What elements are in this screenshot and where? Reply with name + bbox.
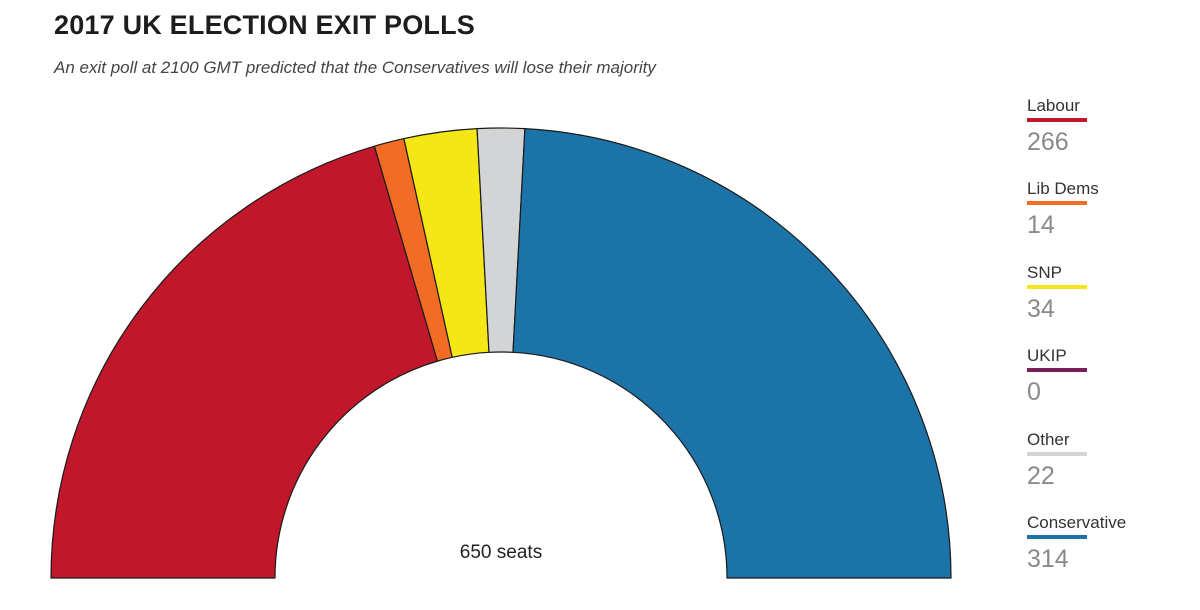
legend-label: SNP: [1027, 262, 1062, 282]
parliament-half-donut-chart: 650 seats: [50, 127, 952, 579]
legend-swatch: [1027, 118, 1087, 122]
legend-label: Labour: [1027, 96, 1080, 115]
legend-item-other: Other 22: [1027, 430, 1187, 513]
legend-swatch: [1027, 284, 1087, 289]
legend-item-lib-dems: Lib Dems 14: [1027, 179, 1187, 262]
legend-label: UKIP: [1027, 346, 1067, 366]
legend-swatch: [1027, 201, 1087, 206]
legend: Labour 266 Lib Dems 14 SNP 34 UKIP 0 Other 22 Cons…: [1027, 96, 1187, 596]
legend-label: Lib Dems: [1027, 179, 1099, 199]
center-label: 650 seats: [460, 542, 542, 563]
legend-value: 0: [1027, 378, 1041, 407]
legend-value: 314: [1027, 544, 1069, 573]
chart-slices: [50, 127, 952, 579]
legend-value: 34: [1027, 294, 1055, 323]
legend-value: 14: [1027, 211, 1055, 240]
legend-item-snp: SNP 34: [1027, 263, 1187, 346]
legend-swatch: [1027, 451, 1087, 456]
legend-item-ukip: UKIP 0: [1027, 346, 1187, 429]
legend-swatch: [1027, 534, 1087, 539]
slice-conservative: [512, 128, 952, 579]
legend-item-conservative: Conservative 314: [1027, 513, 1187, 596]
slice-labour: [50, 145, 439, 579]
legend-item-labour: Labour 266: [1027, 96, 1187, 179]
chart-title: 2017 UK ELECTION EXIT POLLS: [54, 10, 475, 40]
legend-swatch: [1027, 368, 1087, 373]
legend-label: Other: [1027, 429, 1070, 449]
legend-value: 266: [1027, 128, 1069, 156]
legend-value: 22: [1027, 461, 1055, 490]
chart-subtitle: An exit poll at 2100 GMT predicted that …: [54, 58, 656, 77]
legend-label: Conservative: [1027, 512, 1127, 532]
